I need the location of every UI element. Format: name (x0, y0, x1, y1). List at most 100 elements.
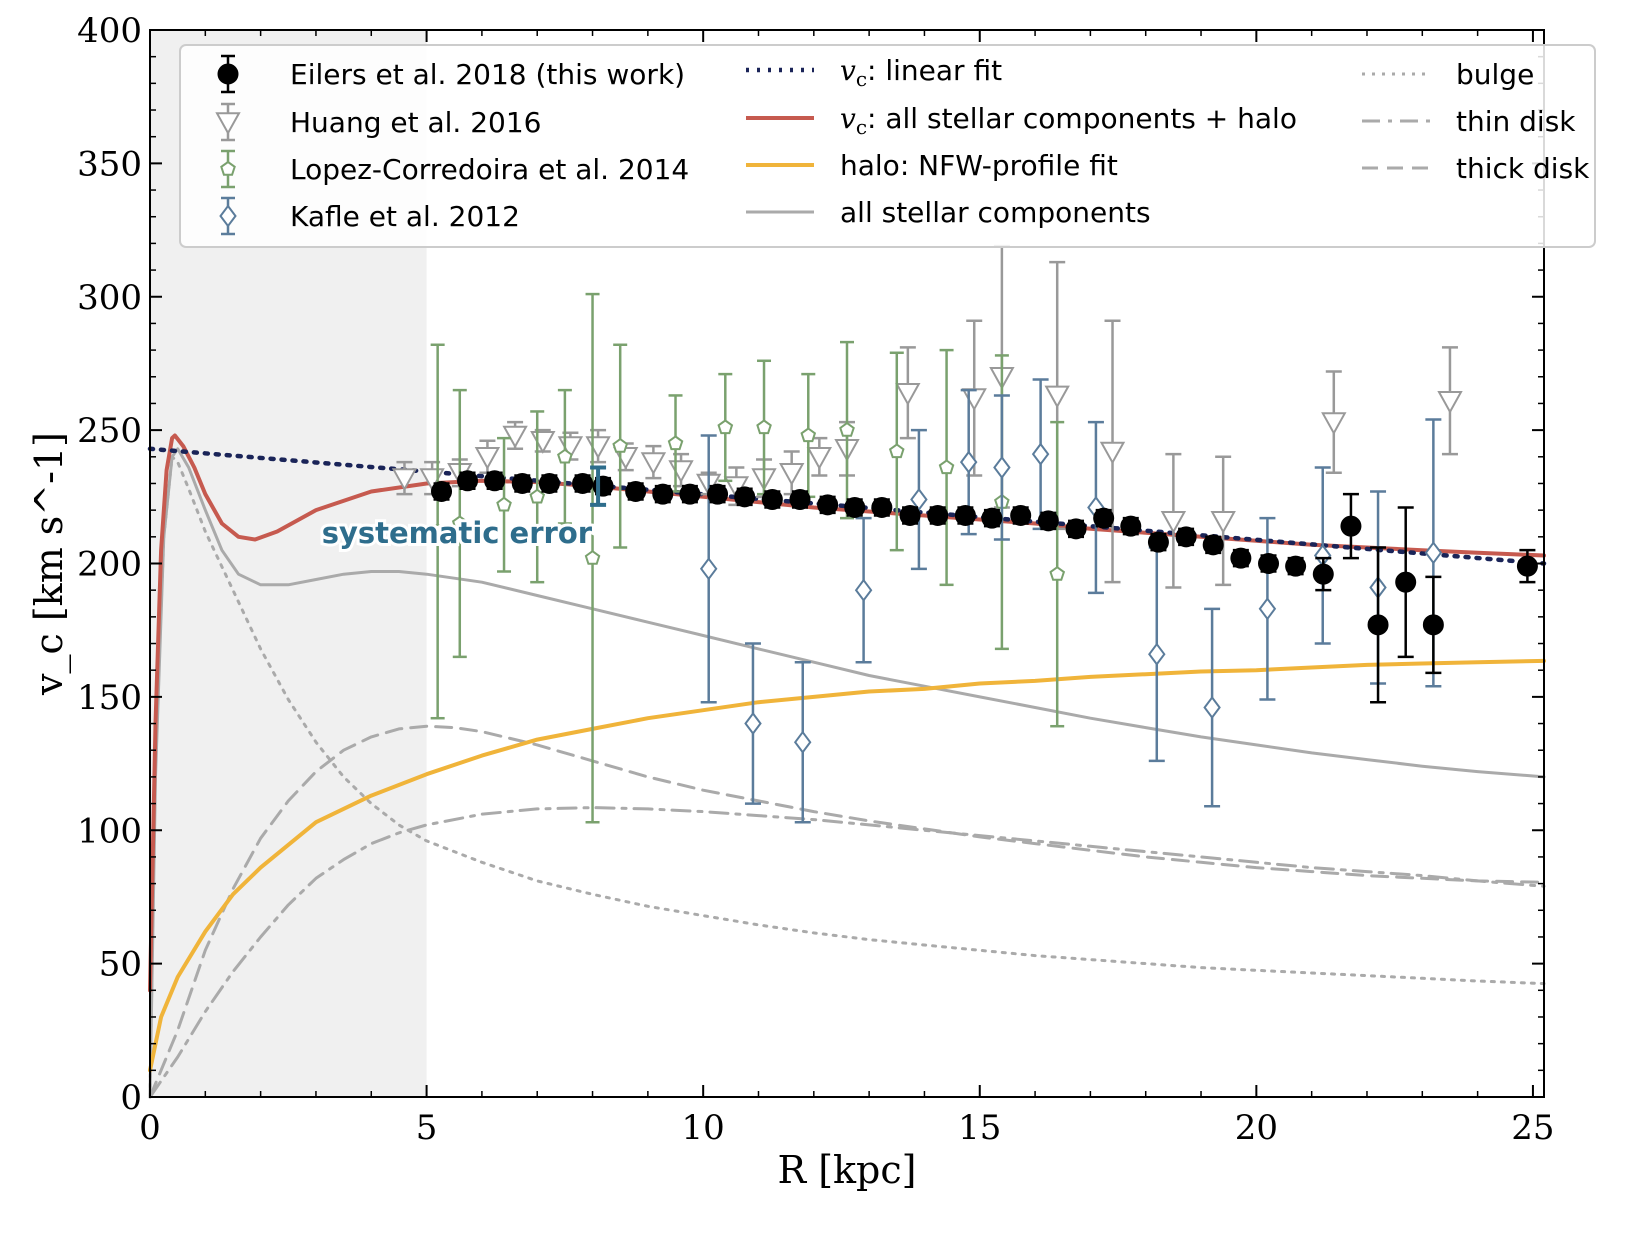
data-point (699, 557, 718, 581)
curve-thick-disk (148, 724, 1546, 1099)
data-point (895, 383, 921, 406)
data-point (717, 419, 734, 435)
curve-linear-fit (147, 446, 1547, 566)
legend-label: vc: all stellar components + halo (840, 102, 1297, 139)
data-point (1437, 391, 1463, 414)
data-point (844, 496, 866, 518)
data-point (1175, 526, 1197, 548)
data-point (817, 494, 839, 516)
data-point (1148, 642, 1166, 666)
data-point (1210, 511, 1236, 534)
y-tick-label: 50 (99, 945, 142, 985)
data-point (1160, 511, 1187, 534)
data-point (707, 483, 729, 505)
legend-marker (217, 63, 239, 85)
data-point (744, 711, 762, 736)
data-point (1285, 555, 1307, 577)
data-point (625, 480, 647, 502)
data-point (451, 515, 468, 531)
legend-label: bulge (1456, 58, 1534, 91)
legend-marker (220, 160, 236, 176)
data-point (529, 488, 546, 504)
data-point (993, 455, 1011, 480)
data-points (391, 244, 1538, 824)
y-tick-label: 250 (77, 411, 142, 451)
data-point (1312, 563, 1334, 585)
data-point (667, 435, 684, 451)
y-tick-label: 350 (77, 144, 142, 184)
data-point (761, 488, 783, 510)
data-point (668, 460, 694, 484)
data-point (457, 470, 479, 492)
data-point (981, 507, 1003, 529)
x-axis-label: R [kpc] (778, 1148, 917, 1192)
data-point (474, 447, 501, 470)
legend-label: Huang et al. 2016 (290, 106, 541, 139)
curve-nfw-profile-fit (148, 658, 1546, 1073)
data-point (1321, 412, 1347, 436)
data-point (502, 425, 528, 449)
data-point (1230, 547, 1252, 569)
data-point (585, 436, 611, 460)
data-point (888, 443, 905, 459)
data-point (1037, 510, 1059, 532)
data-point (557, 448, 573, 464)
y-tick-label: 300 (77, 278, 142, 318)
data-point (1031, 442, 1050, 466)
data-point (1367, 614, 1389, 636)
data-point (530, 431, 556, 454)
data-point (1099, 441, 1126, 465)
data-point (1147, 531, 1169, 553)
x-tick-label: 15 (958, 1108, 1001, 1148)
series-kafle-et-al-2012 (699, 378, 1443, 824)
data-point (1258, 553, 1280, 574)
x-tick-label: 5 (416, 1108, 438, 1148)
data-point (927, 504, 949, 526)
curve-thin-disk (148, 806, 1546, 1099)
data-point (640, 452, 667, 476)
legend-label: thick disk (1456, 152, 1590, 185)
legend-label: all stellar components (840, 196, 1151, 229)
data-point (734, 486, 756, 508)
data-point (1516, 555, 1538, 577)
data-point (1422, 614, 1444, 636)
series-eilers-et-al-2018-this-work- (431, 470, 1538, 704)
data-point (1044, 385, 1070, 409)
legend-label: Kafle et al. 2012 (290, 200, 520, 233)
legend: Eilers et al. 2018 (this work) Huang et a… (179, 44, 1596, 248)
y-tick-label: 200 (77, 545, 142, 585)
data-point (511, 472, 533, 494)
data-point (910, 487, 928, 512)
y-tick-label: 0 (120, 1078, 142, 1118)
legend-marker (219, 204, 237, 228)
y-tick-label: 150 (77, 678, 142, 718)
data-point (1258, 597, 1277, 621)
data-point (1093, 507, 1115, 529)
legend-label: halo: NFW-profile fit (840, 149, 1118, 182)
curve-all-stellar-components (148, 447, 1546, 1099)
data-point (961, 388, 987, 412)
x-tick-label: 25 (1511, 1108, 1554, 1148)
data-point (496, 496, 512, 512)
data-point (800, 427, 817, 443)
data-point (839, 421, 855, 437)
data-point (584, 549, 601, 565)
data-point (806, 447, 832, 470)
y-tick-label: 100 (77, 811, 142, 851)
data-point (779, 463, 805, 486)
y-tick-label: 400 (77, 11, 142, 51)
data-point (938, 459, 955, 475)
data-point (899, 504, 921, 526)
data-point (484, 470, 506, 492)
x-tick-label: 0 (139, 1108, 161, 1148)
data-point (871, 496, 893, 518)
legend-box (179, 44, 1596, 248)
legend-label: Eilers et al. 2018 (this work) (290, 58, 685, 91)
data-point (1049, 565, 1066, 581)
data-point (572, 472, 594, 494)
systematic-error-annotation: systematic error (319, 465, 607, 553)
data-point (1202, 534, 1224, 556)
data-point (789, 488, 811, 510)
x-tick-label: 20 (1235, 1108, 1278, 1148)
